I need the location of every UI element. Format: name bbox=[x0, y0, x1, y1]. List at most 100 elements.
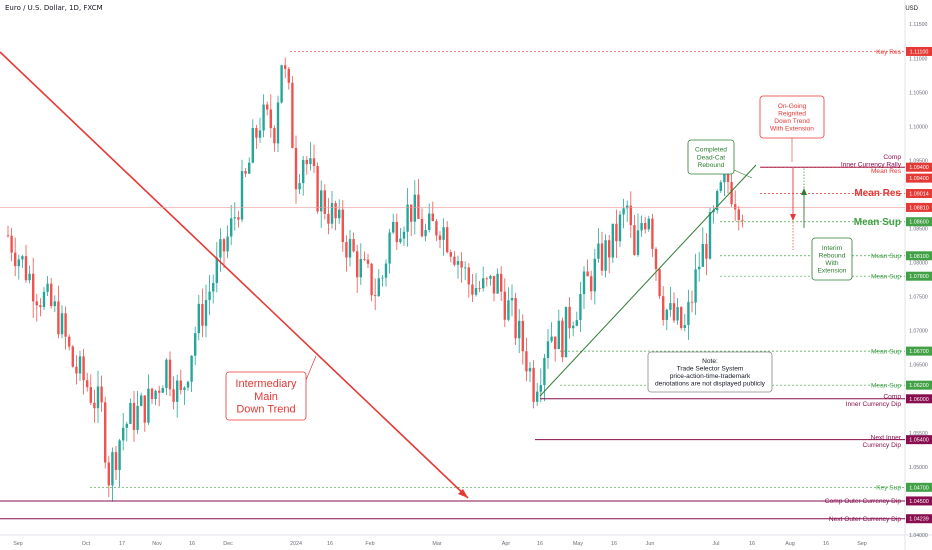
x-tick-label: Apr bbox=[502, 541, 511, 547]
candle-body bbox=[496, 273, 499, 294]
candle-body bbox=[640, 222, 643, 231]
candle-body bbox=[575, 320, 578, 326]
candle-body bbox=[82, 356, 85, 381]
price-tag-label: 1.08600 bbox=[909, 220, 929, 226]
candle-body bbox=[712, 210, 715, 213]
candle-body bbox=[658, 269, 661, 297]
candle-body bbox=[413, 194, 416, 222]
candle-body bbox=[392, 221, 395, 233]
candle-body bbox=[14, 252, 17, 267]
price-tag-label: 1.07800 bbox=[909, 274, 929, 280]
up-arrow-head bbox=[801, 188, 807, 195]
candle-body bbox=[42, 291, 46, 308]
candle-body bbox=[669, 303, 672, 310]
reignited-callout-text: On-Going Reignited Down Trend With Extensio… bbox=[770, 103, 814, 133]
y-tick-label: 1.08000 bbox=[909, 261, 928, 267]
candle-body bbox=[485, 278, 488, 280]
candle-body bbox=[255, 128, 258, 138]
y-tick-label: 1.04000 bbox=[909, 533, 928, 539]
candle-body bbox=[557, 320, 560, 350]
candle-body bbox=[399, 238, 402, 243]
price-tag-label: 1.04500 bbox=[909, 499, 929, 505]
candle-body bbox=[147, 388, 150, 423]
trend-arrowhead bbox=[458, 489, 468, 498]
candle-body bbox=[201, 303, 204, 326]
price-tag-label: 1.06200 bbox=[909, 383, 929, 389]
candle-body bbox=[280, 65, 283, 103]
candle-body bbox=[428, 213, 431, 231]
price-tag bbox=[906, 394, 932, 404]
price-tag-label: 1.04700 bbox=[909, 485, 929, 491]
candle-body bbox=[71, 346, 74, 367]
price-tag bbox=[906, 496, 932, 506]
candle-body bbox=[435, 221, 438, 236]
candle-body bbox=[244, 171, 247, 174]
candle-body bbox=[230, 218, 233, 237]
candle-body bbox=[305, 159, 308, 165]
candle-body bbox=[132, 403, 136, 430]
candle-body bbox=[705, 243, 708, 259]
candle-body bbox=[597, 243, 600, 259]
candle-body bbox=[381, 277, 384, 279]
candle-body bbox=[672, 303, 676, 321]
candle-body bbox=[104, 402, 107, 463]
candle-body bbox=[89, 387, 92, 403]
candle-body bbox=[525, 351, 528, 372]
candle-body bbox=[651, 218, 654, 249]
candle-body bbox=[57, 301, 60, 335]
y-tick-label: 1.10500 bbox=[909, 90, 928, 96]
candle-body bbox=[554, 336, 557, 350]
candle-body bbox=[572, 325, 575, 329]
candle-body bbox=[737, 209, 740, 220]
y-tick-label: 1.10000 bbox=[909, 124, 928, 130]
y-tick-label: 1.06500 bbox=[909, 363, 928, 369]
price-tag-label: 1.09014 bbox=[909, 192, 929, 198]
price-tag bbox=[906, 251, 932, 261]
candle-body bbox=[723, 173, 726, 183]
candle-body bbox=[586, 271, 589, 277]
candle-body bbox=[564, 306, 568, 358]
candle-body bbox=[582, 271, 586, 295]
dead-cat-callout-text: Completed Dead-Cat Rebound bbox=[695, 147, 727, 169]
candle-body bbox=[93, 402, 96, 409]
candle-body bbox=[402, 231, 406, 239]
level-label: Comp Inner Currency Rally bbox=[841, 154, 902, 169]
candle-body bbox=[536, 391, 539, 402]
candle-body bbox=[460, 261, 463, 268]
candle-body bbox=[446, 227, 449, 253]
candle-body bbox=[384, 263, 388, 278]
candle-body bbox=[579, 294, 582, 321]
y-tick-label: 1.07000 bbox=[909, 329, 928, 335]
price-tag bbox=[906, 162, 932, 172]
candle-body bbox=[204, 300, 208, 326]
candle-body bbox=[24, 256, 28, 281]
candle-body bbox=[107, 462, 110, 486]
candle-body bbox=[86, 380, 89, 388]
x-tick-label: 2024 bbox=[290, 541, 302, 547]
candle-body bbox=[302, 159, 305, 184]
up-trend-line bbox=[539, 164, 757, 397]
candle-body bbox=[334, 203, 337, 219]
candle-body bbox=[568, 306, 571, 329]
candle-body bbox=[60, 313, 64, 335]
candle-body bbox=[370, 263, 373, 296]
candle-body bbox=[698, 266, 701, 270]
price-tag bbox=[906, 217, 932, 227]
level-label: Key Res bbox=[876, 49, 902, 56]
candle-body bbox=[543, 358, 546, 386]
price-tag-label: 1.09400 bbox=[909, 165, 929, 171]
candle-body bbox=[237, 217, 240, 220]
candle-body bbox=[266, 104, 269, 110]
candle-body bbox=[154, 390, 157, 400]
candle-body bbox=[482, 278, 485, 289]
candle-body bbox=[35, 301, 38, 306]
price-tag-label: 1.08100 bbox=[909, 254, 929, 260]
candle-body bbox=[366, 259, 370, 264]
candle-body bbox=[111, 452, 114, 486]
candle-body bbox=[122, 427, 125, 441]
candle-body bbox=[489, 275, 492, 279]
candle-body bbox=[194, 333, 197, 356]
candle-body bbox=[161, 388, 164, 393]
candle-body bbox=[150, 388, 154, 400]
